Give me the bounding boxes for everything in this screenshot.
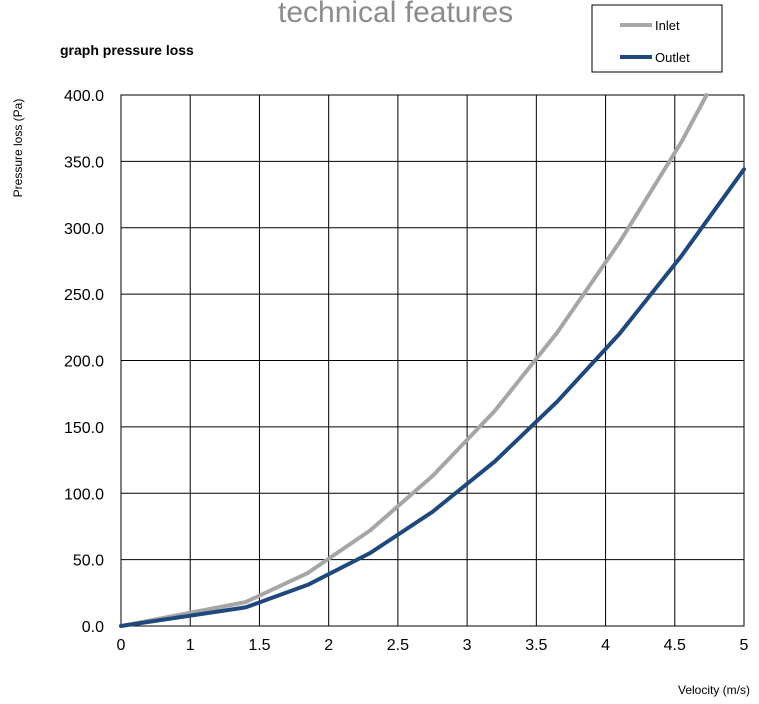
y-tick-label: 50.0: [73, 553, 104, 570]
chart-title: graph pressure loss: [60, 42, 194, 58]
y-tick-label: 250.0: [64, 287, 104, 304]
y-tick-label: 200.0: [64, 354, 104, 371]
legend: Inlet Outlet: [591, 4, 723, 73]
y-tick-label: 300.0: [64, 221, 104, 238]
series-line-inlet: [119, 93, 709, 628]
y-tick-label: 150.0: [64, 420, 104, 437]
series-layer: [119, 93, 746, 628]
x-tick-label: 1: [186, 637, 195, 654]
x-tick-label: 1.5: [248, 637, 270, 654]
series-line-outlet: [119, 167, 746, 628]
y-axis-label: Pressure loss (Pa): [11, 99, 25, 198]
y-tick-label: 100.0: [64, 486, 104, 503]
x-tick-label: 4.5: [664, 637, 686, 654]
x-axis-label: Velocity (m/s): [678, 683, 750, 697]
y-tick-label: 0.0: [82, 619, 104, 636]
legend-label-inlet: Inlet: [655, 18, 680, 33]
tick-labels: 0 1 1.5 2 2.5 3 3.5 4 4.5 50.050.0100.0150.0200.0…: [64, 88, 749, 654]
legend-box: [591, 4, 723, 73]
page-heading: technical features: [278, 0, 513, 29]
x-tick-label: 0: [117, 637, 126, 654]
y-tick-label: 350.0: [64, 154, 104, 171]
x-tick-label: 2: [324, 637, 333, 654]
x-tick-label: 5: [740, 637, 749, 654]
y-tick-label: 400.0: [64, 88, 104, 105]
plot-area-border: [120, 94, 745, 627]
x-tick-label: 4: [601, 637, 610, 654]
grid: [120, 94, 745, 627]
legend-label-outlet: Outlet: [655, 50, 690, 65]
x-tick-label: 3.5: [525, 637, 547, 654]
x-tick-label: 2.5: [387, 637, 409, 654]
x-tick-label: 3: [463, 637, 472, 654]
